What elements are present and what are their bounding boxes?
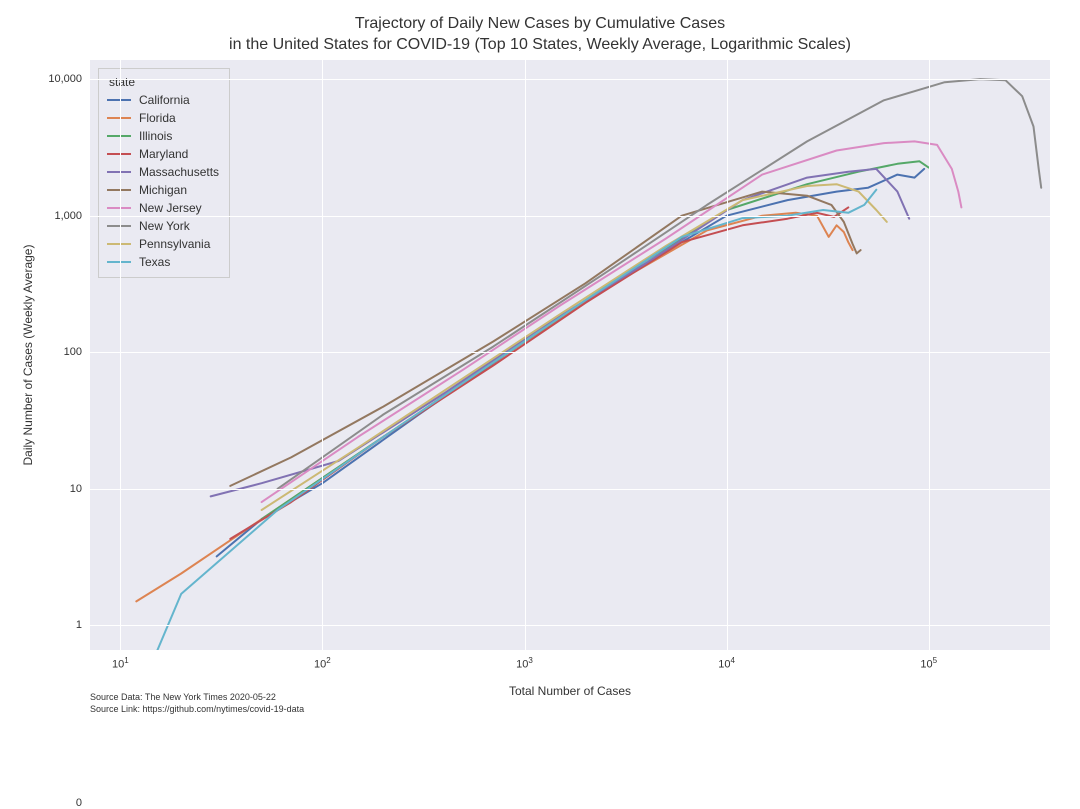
source-data-note: Source Data: The New York Times 2020-05-…	[90, 692, 276, 702]
legend-swatch	[107, 117, 131, 119]
grid-line-horizontal	[90, 625, 1050, 626]
y-tick-label: 10,000	[48, 73, 82, 85]
series-line-pennsylvania	[262, 184, 887, 510]
legend-item: California	[107, 91, 219, 109]
legend-swatch	[107, 207, 131, 209]
x-tick-label: 102	[314, 656, 331, 671]
x-tick-label: 104	[718, 656, 735, 671]
legend-swatch	[107, 171, 131, 173]
grid-line-vertical	[929, 60, 930, 650]
chart-title: Trajectory of Daily New Cases by Cumulat…	[0, 14, 1080, 56]
x-tick-label: 105	[920, 656, 937, 671]
y-tick-label: 100	[64, 346, 82, 358]
x-axis-label: Total Number of Cases	[509, 684, 631, 698]
chart-title-line-1: Trajectory of Daily New Cases by Cumulat…	[0, 14, 1080, 35]
legend: state California Florida Illinois Maryland M…	[98, 68, 230, 278]
series-line-michigan	[230, 192, 860, 486]
legend-swatch	[107, 189, 131, 191]
y-tick-label: 10	[70, 483, 82, 495]
legend-swatch	[107, 153, 131, 155]
grid-line-vertical	[120, 60, 121, 650]
legend-swatch	[107, 261, 131, 263]
grid-line-horizontal	[90, 216, 1050, 217]
grid-line-horizontal	[90, 803, 1050, 804]
chart-lines	[90, 60, 1050, 650]
grid-line-horizontal	[90, 352, 1050, 353]
legend-label: Pennsylvania	[139, 237, 210, 251]
legend-item: Illinois	[107, 127, 219, 145]
grid-line-vertical	[727, 60, 728, 650]
legend-label: New York	[139, 219, 190, 233]
plot-area: state California Florida Illinois Maryland M…	[90, 60, 1050, 650]
series-line-florida	[136, 213, 852, 602]
y-tick-label: 1,000	[54, 210, 82, 222]
legend-swatch	[107, 225, 131, 227]
chart-title-line-2: in the United States for COVID-19 (Top 1…	[0, 35, 1080, 56]
legend-label: Michigan	[139, 183, 187, 197]
legend-label: Illinois	[139, 129, 172, 143]
legend-title: state	[107, 75, 219, 89]
legend-item: New York	[107, 217, 219, 235]
series-line-texas	[120, 190, 876, 650]
legend-item: Michigan	[107, 181, 219, 199]
legend-item: Massachusetts	[107, 163, 219, 181]
legend-item: Florida	[107, 109, 219, 127]
legend-items: California Florida Illinois Maryland Massach…	[107, 91, 219, 271]
legend-label: Maryland	[139, 147, 188, 161]
x-tick-label: 101	[112, 656, 129, 671]
legend-item: New Jersey	[107, 199, 219, 217]
legend-item: Pennsylvania	[107, 235, 219, 253]
grid-line-horizontal	[90, 489, 1050, 490]
x-tick-label: 103	[516, 656, 533, 671]
source-link-note: Source Link: https://github.com/nytimes/…	[90, 704, 304, 714]
grid-line-vertical	[525, 60, 526, 650]
legend-label: Massachusetts	[139, 165, 219, 179]
legend-label: Florida	[139, 111, 176, 125]
grid-line-vertical	[322, 60, 323, 650]
legend-label: Texas	[139, 255, 170, 269]
legend-swatch	[107, 135, 131, 137]
legend-label: California	[139, 93, 190, 107]
legend-swatch	[107, 243, 131, 245]
legend-swatch	[107, 99, 131, 101]
y-tick-label: 0	[76, 797, 82, 809]
legend-item: Texas	[107, 253, 219, 271]
y-tick-label: 1	[76, 619, 82, 631]
legend-item: Maryland	[107, 145, 219, 163]
series-line-massachusetts	[211, 169, 910, 497]
y-axis-label: Daily Number of Cases (Weekly Average)	[21, 245, 35, 466]
legend-label: New Jersey	[139, 201, 202, 215]
grid-line-horizontal	[90, 79, 1050, 80]
